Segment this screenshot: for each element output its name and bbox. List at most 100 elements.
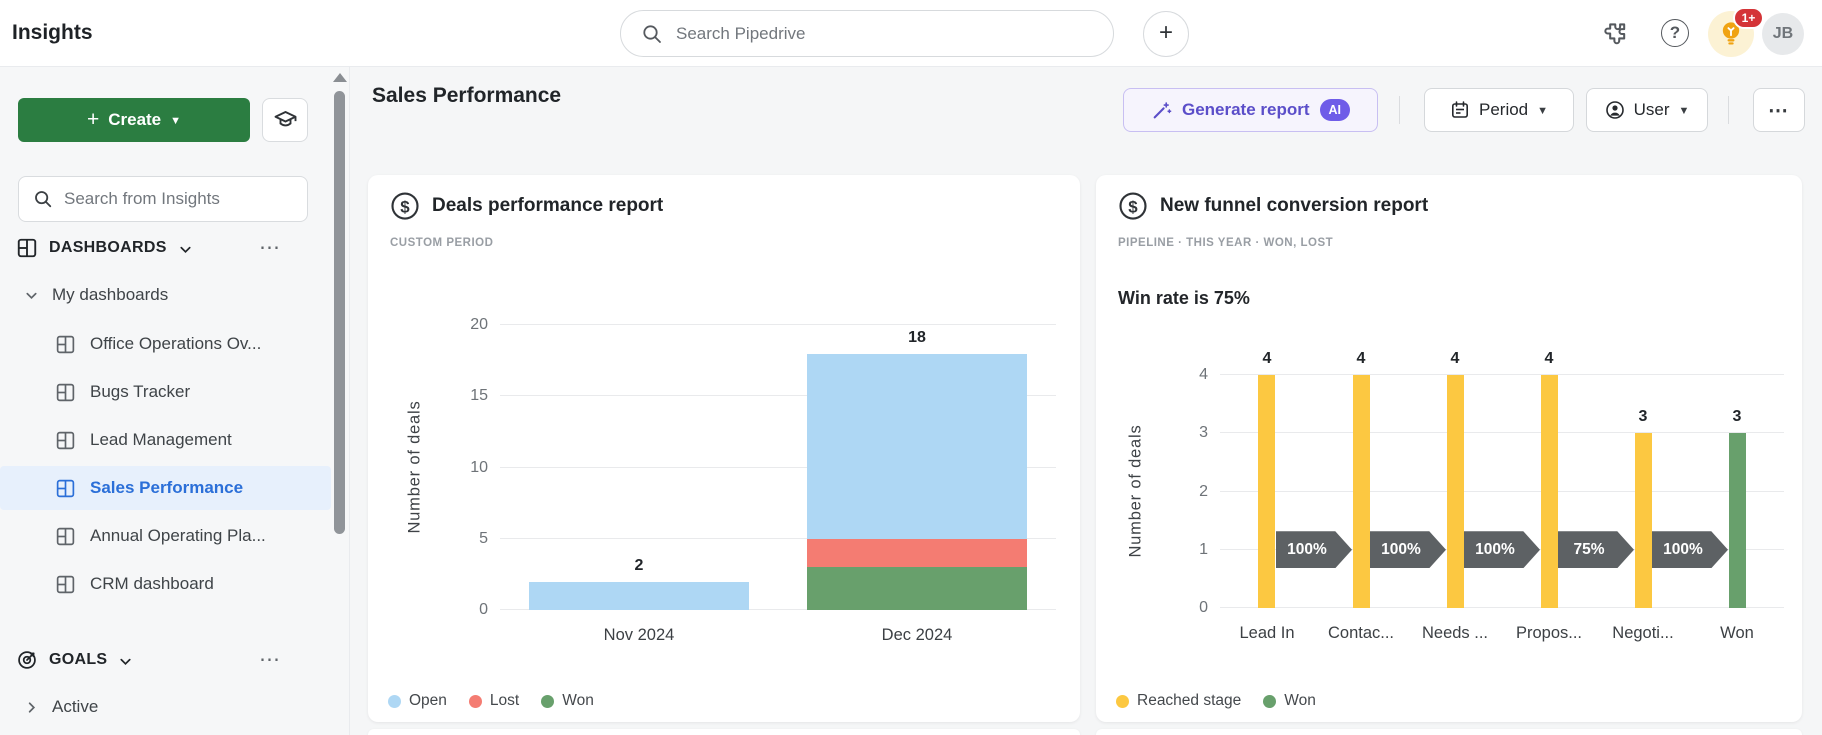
bar-value-label: 18: [908, 328, 926, 346]
sidebar: + Create ▼ DASHBOARDS ⋯ My dashboards Of…: [0, 67, 350, 735]
dashboard-icon: [56, 335, 75, 353]
gridline: [1220, 432, 1784, 434]
bar[interactable]: [1728, 433, 1746, 608]
legend-label: Won: [1284, 692, 1316, 709]
stacked-bar[interactable]: [807, 353, 1027, 610]
scrollbar-up-arrow[interactable]: [333, 73, 347, 82]
insights-search[interactable]: [18, 176, 308, 222]
gridline: [500, 609, 1056, 610]
global-search-input[interactable]: [676, 23, 1093, 44]
legend-item-lost[interactable]: Lost: [468, 692, 519, 710]
bar-value-label: 3: [1638, 408, 1648, 426]
sidebar-item-annual-operating-plan[interactable]: Annual Operating Pla...: [0, 514, 331, 558]
y-tick-label: 10: [470, 458, 488, 476]
dashboards-more-icon[interactable]: ⋯: [259, 236, 281, 259]
ai-badge: AI: [1319, 99, 1351, 121]
x-tick-label: Negoti...: [1612, 624, 1674, 642]
my-dashboards-group[interactable]: My dashboards: [0, 277, 331, 313]
gridline: [1220, 607, 1784, 608]
chevron-down-icon: [120, 658, 131, 665]
marketplace-puzzle-icon[interactable]: [1600, 20, 1628, 48]
dashboard-icon: [56, 575, 75, 593]
create-button[interactable]: + Create ▼: [18, 98, 250, 142]
sidebar-item-lead-management[interactable]: Lead Management: [0, 418, 331, 462]
y-tick-label: 15: [470, 387, 488, 405]
bar[interactable]: [1352, 375, 1370, 608]
avatar[interactable]: JB: [1762, 13, 1804, 55]
more-options-button[interactable]: ⋯: [1753, 88, 1805, 132]
dashboards-section-header[interactable]: DASHBOARDS ⋯: [0, 230, 331, 266]
legend-label: Won: [562, 692, 594, 709]
x-axis-labels: Nov 2024 Dec 2024: [500, 626, 1056, 648]
period-filter-button[interactable]: Period ▼: [1424, 88, 1574, 132]
sidebar-scrollbar[interactable]: [334, 91, 345, 534]
legend-dot: [388, 694, 401, 708]
x-tick-label: Nov 2024: [603, 626, 675, 644]
bar-value-label: 4: [1356, 350, 1366, 367]
bar[interactable]: [1446, 375, 1464, 608]
sidebar-item-office-operations[interactable]: Office Operations Ov...: [0, 322, 331, 366]
legend-label: Reached stage: [1137, 692, 1242, 709]
legend-item-won[interactable]: Won: [1263, 692, 1316, 710]
gridline: [500, 466, 1056, 468]
bar[interactable]: [1258, 375, 1276, 608]
deal-dollar-icon: $: [391, 192, 419, 220]
sidebar-item-label: Office Operations Ov...: [90, 334, 262, 353]
whats-new-button[interactable]: 1+: [1708, 7, 1764, 57]
x-tick-label: Contac...: [1327, 624, 1395, 642]
stacked-bar[interactable]: [529, 581, 749, 610]
target-icon: [18, 651, 36, 669]
legend-item-open[interactable]: Open: [388, 692, 447, 710]
bar[interactable]: [1540, 375, 1558, 608]
sidebar-item-crm-dashboard[interactable]: CRM dashboard: [0, 562, 331, 606]
help-icon[interactable]: ?: [1661, 19, 1689, 47]
user-filter-button[interactable]: User ▼: [1586, 88, 1708, 132]
sidebar-item-sales-performance[interactable]: Sales Performance: [0, 466, 331, 510]
bar-segment-won: [807, 567, 1027, 610]
graduation-cap-icon: [274, 110, 296, 126]
lightbulb-icon: [1722, 22, 1740, 45]
sidebar-item-bugs-tracker[interactable]: Bugs Tracker: [0, 370, 331, 414]
legend-dot: [468, 694, 482, 708]
user-label: User: [1633, 100, 1670, 119]
chevron-right-icon: [28, 701, 36, 713]
sidebar-item-active-goals[interactable]: Active: [0, 689, 331, 725]
gridline: [500, 324, 1056, 325]
svg-text:$: $: [1128, 197, 1138, 216]
y-tick-label: 0: [479, 601, 488, 618]
next-row-card-edge: [368, 729, 1080, 735]
sidebar-item-label: Sales Performance: [90, 478, 244, 497]
generate-report-button[interactable]: Generate report AI: [1123, 88, 1378, 132]
y-tick-label: 20: [470, 316, 488, 333]
goals-header-label: GOALS: [49, 651, 108, 668]
my-dashboards-label: My dashboards: [52, 285, 169, 304]
page-title: Sales Performance: [372, 84, 562, 107]
y-tick-label: 0: [1199, 599, 1208, 616]
deals-performance-card: $ Deals performance report CUSTOM PERIOD…: [368, 175, 1080, 722]
legend-label: Open: [409, 692, 447, 709]
insights-search-input[interactable]: [64, 189, 293, 209]
bar-value-label: 4: [1450, 350, 1460, 367]
bar-value-label: 4: [1544, 350, 1554, 367]
next-row-card-edge: [1096, 729, 1802, 735]
learn-button[interactable]: [262, 98, 308, 142]
card-subtitle: PIPELINE · THIS YEAR · WON, LOST: [1118, 237, 1334, 249]
card-title: Deals performance report: [432, 195, 664, 216]
create-label: Create: [108, 110, 162, 129]
sidebar-item-label: Lead Management: [90, 430, 232, 449]
notification-badge: 1+: [1733, 7, 1764, 29]
dashboard-icon: [56, 431, 75, 449]
bar[interactable]: [1634, 433, 1652, 608]
global-search[interactable]: [620, 10, 1114, 57]
dashboard-icon: [56, 527, 75, 545]
y-tick-label: 4: [1199, 366, 1208, 383]
conversion-badge: 75%: [1557, 531, 1634, 569]
bar-segment-lost: [807, 538, 1027, 568]
goals-section-header[interactable]: GOALS ⋯: [0, 642, 331, 678]
goals-more-icon[interactable]: ⋯: [259, 648, 281, 671]
svg-text:$: $: [400, 197, 410, 216]
quick-add-button[interactable]: +: [1143, 11, 1189, 57]
legend-item-reached-stage[interactable]: Reached stage: [1116, 692, 1241, 710]
legend-item-won[interactable]: Won: [541, 692, 594, 710]
plot-area: 0 1 2 3 4 4 4 4 4 3 3 100% 100% 100% 75% 100%: [1199, 350, 1784, 616]
